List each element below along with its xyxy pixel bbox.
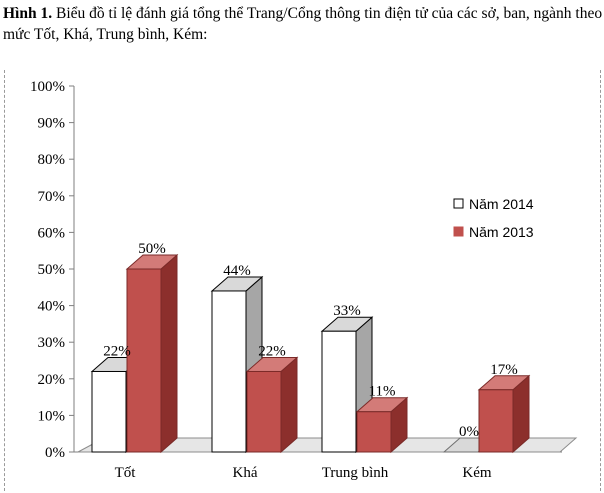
y-tick-label: 0% [45, 445, 65, 461]
y-tick-label: 90% [38, 116, 66, 132]
data-label: 11% [369, 384, 396, 400]
bar-series2 [355, 396, 409, 454]
y-tick-label: 70% [38, 189, 66, 205]
data-label: 22% [258, 343, 286, 359]
y-tick-label: 40% [38, 299, 66, 315]
data-label: 22% [103, 343, 131, 359]
y-tick-label: 50% [38, 262, 66, 278]
legend: Năm 2014 Năm 2013 [453, 196, 534, 240]
data-label: 33% [333, 303, 361, 319]
bar-front-face [211, 290, 247, 453]
bars [90, 253, 531, 454]
x-tick-label: Trung bình [322, 465, 389, 481]
y-tick-label: 10% [38, 408, 66, 424]
bar-series1 [320, 316, 374, 454]
data-labels: 22% 44% 33% 0% 50% 22% 11% 17% [103, 241, 518, 440]
axes: 0% 10% 20% 30% 40% 50% 60% 70% 80% 90% 100% Tốt Khá T… [30, 79, 562, 481]
data-label: 0% [459, 424, 479, 440]
y-tick-label: 80% [38, 152, 66, 168]
bar-front-face [356, 411, 392, 453]
x-tick-label: Tốt [115, 465, 137, 481]
data-label: 50% [138, 241, 166, 257]
legend-swatch [453, 226, 464, 237]
bar-front-face [246, 370, 282, 453]
caption-label: Hình 1. [3, 5, 53, 22]
bar-front-face [91, 370, 127, 453]
data-label: 17% [490, 362, 518, 378]
legend-label: Năm 2013 [469, 224, 534, 240]
bar-side-face [160, 253, 178, 454]
data-label: 44% [223, 263, 251, 279]
legend-swatch [453, 198, 464, 209]
bar-front-face [126, 268, 162, 453]
caption-text: Biểu đồ tỉ lệ đánh giá tổng thể Trang/Cổ… [3, 5, 603, 43]
bar-front-face [321, 330, 357, 453]
y-tick-label: 30% [38, 335, 66, 351]
legend-label: Năm 2014 [469, 196, 534, 212]
bar-front-face [478, 389, 514, 453]
y-tick-label: 60% [38, 225, 66, 241]
figure-caption: Hình 1. Biểu đồ tỉ lệ đánh giá tổng thể … [3, 3, 603, 45]
bar-series2 [125, 253, 179, 454]
x-tick-label: Kém [462, 465, 491, 481]
y-tick-label: 20% [38, 372, 66, 388]
y-tick-label: 100% [30, 79, 65, 95]
bar-series2 [477, 374, 531, 454]
bar-series2 [245, 356, 299, 454]
bar-side-face [280, 356, 298, 454]
x-tick-label: Khá [233, 465, 258, 481]
chart-frame [4, 70, 601, 491]
